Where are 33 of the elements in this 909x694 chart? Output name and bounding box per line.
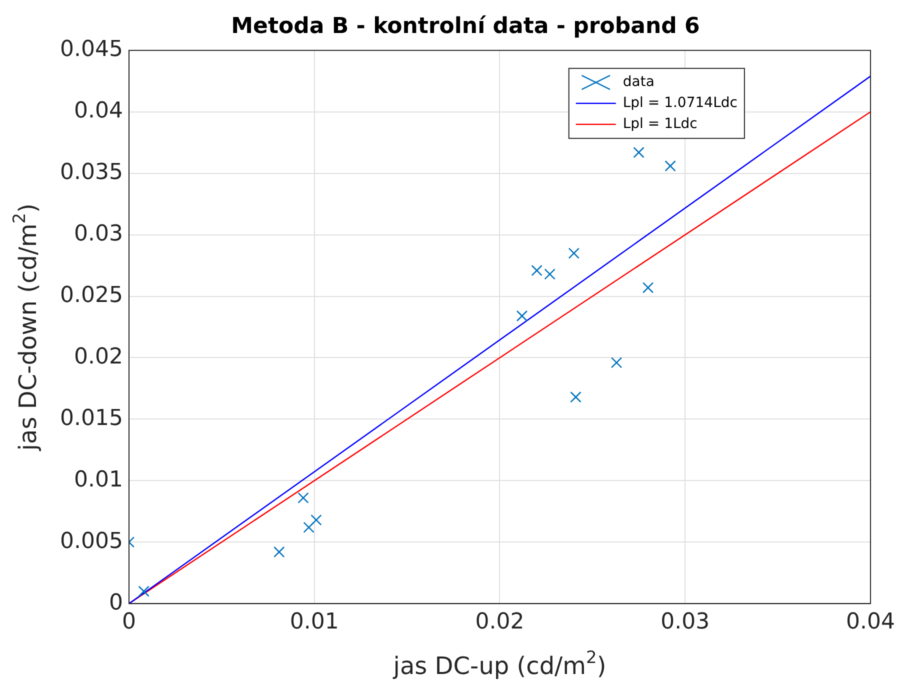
y-tick-label: 0.005	[60, 528, 123, 554]
legend-label: Lpl = 1Ldc	[622, 116, 698, 132]
y-tick-label: 0.015	[60, 406, 123, 431]
y-tick-label: 0.025	[60, 282, 123, 308]
y-tick-label: 0.02	[74, 344, 123, 370]
point	[516, 310, 528, 322]
point	[544, 268, 556, 280]
point	[138, 586, 150, 597]
x-tick-label: 0.01	[290, 610, 339, 635]
x-tick-label: 0.04	[846, 610, 895, 635]
legend-label: Lpl = 1.0714Ldc	[622, 95, 738, 112]
y-tick-label: 0.01	[74, 467, 123, 492]
point	[274, 546, 285, 558]
point	[531, 264, 542, 276]
point	[303, 522, 314, 533]
x-tick-label: 0.02	[475, 610, 524, 635]
y-tick-label: 0.035	[60, 160, 123, 186]
y-tick-label: 0.03	[74, 222, 123, 247]
point	[570, 391, 582, 403]
point	[642, 282, 654, 294]
point	[610, 357, 622, 368]
point	[568, 248, 580, 259]
y-tick-label: 0	[108, 590, 123, 616]
point	[298, 492, 309, 504]
point	[664, 160, 676, 172]
x-tick-label: 0.03	[660, 610, 710, 635]
legend-label: data	[622, 74, 654, 90]
y-tick-label: 0.045	[60, 37, 123, 62]
point	[310, 514, 322, 526]
y-axis-title: jas DC-down (cd/m2)	[10, 203, 42, 452]
point	[633, 146, 644, 158]
chart-title: Metoda B - kontrolní data - proband 6	[231, 14, 700, 39]
y-tick-label: 0.04	[74, 98, 123, 124]
